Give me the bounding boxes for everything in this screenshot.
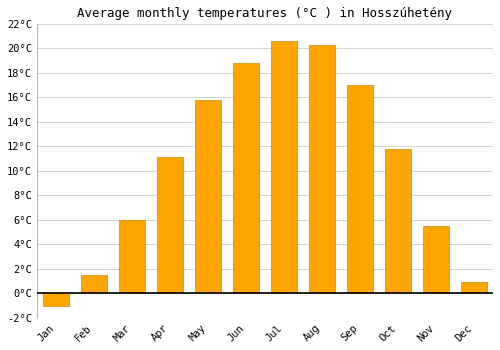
Bar [422,226,450,293]
Bar [308,45,336,293]
Bar [460,282,487,293]
Bar [80,275,107,293]
Title: Average monthly temperatures (°C ) in Hosszúhetény: Average monthly temperatures (°C ) in Ho… [78,7,452,20]
Bar [118,220,145,293]
Bar [270,41,297,293]
Bar [42,293,69,306]
Bar [384,149,411,293]
Bar [194,100,221,293]
Bar [346,85,374,293]
Bar [156,158,183,293]
Bar [232,63,259,293]
